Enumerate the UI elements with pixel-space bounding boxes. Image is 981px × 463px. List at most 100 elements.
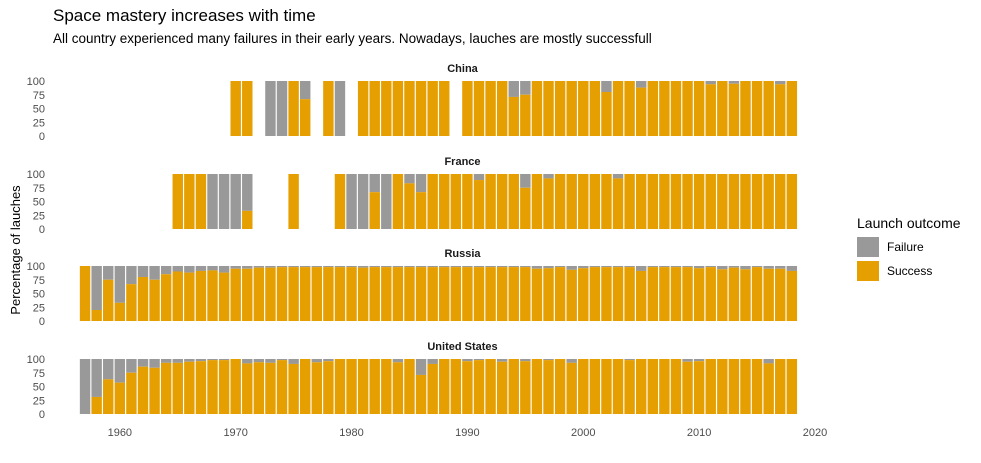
bar-success xyxy=(103,279,114,321)
bar-success xyxy=(682,361,693,414)
y-tick-label: 75 xyxy=(33,183,45,195)
y-tick-label: 100 xyxy=(27,354,45,366)
bar-success xyxy=(624,267,635,321)
bar-success xyxy=(473,360,485,414)
bar-success xyxy=(450,359,462,414)
bar-failure xyxy=(160,359,172,363)
bar-success xyxy=(670,174,682,229)
bar-failure xyxy=(786,266,798,271)
bar-success xyxy=(415,81,427,136)
bar-failure xyxy=(439,266,450,268)
bar-success xyxy=(265,267,276,321)
bar-failure xyxy=(473,359,485,361)
bar-failure xyxy=(520,81,531,95)
bar-success xyxy=(299,359,311,414)
bar-success xyxy=(751,359,763,414)
y-tick-label: 25 xyxy=(33,302,45,314)
bar-success xyxy=(682,81,693,136)
bar-failure xyxy=(462,359,473,362)
bar-success xyxy=(218,272,230,321)
legend-label-failure: Failure xyxy=(887,240,924,254)
bar-success xyxy=(334,267,346,321)
bar-failure xyxy=(91,266,102,310)
bar-success xyxy=(473,180,485,229)
bar-success xyxy=(566,174,577,229)
bar-success xyxy=(624,81,635,136)
bar-success xyxy=(381,81,392,136)
bar-success xyxy=(693,81,705,136)
bar-success xyxy=(740,174,751,229)
bar-success xyxy=(253,267,265,321)
bar-failure xyxy=(276,359,288,361)
bar-success xyxy=(276,360,288,414)
y-tick-label: 0 xyxy=(39,409,45,421)
bar-success xyxy=(531,268,543,321)
bar-success xyxy=(589,81,601,136)
bar-success xyxy=(207,360,218,414)
bar-failure xyxy=(763,359,774,364)
bar-failure xyxy=(415,174,427,193)
bar-failure xyxy=(659,266,670,268)
bar-failure xyxy=(473,174,485,181)
bar-failure xyxy=(207,174,218,229)
bar-failure xyxy=(242,359,253,364)
bar-success xyxy=(195,270,207,321)
x-axis: 1960 1970 1980 1990 2000 2010 2020 xyxy=(108,427,828,439)
bar-failure xyxy=(566,266,577,270)
bar-success xyxy=(160,362,172,414)
bar-failure xyxy=(415,359,427,375)
bar-success xyxy=(717,174,728,229)
y-tick-label: 100 xyxy=(27,76,45,88)
bar-failure xyxy=(705,266,716,268)
bar-failure xyxy=(299,81,311,100)
bar-success xyxy=(635,270,647,321)
bar-failure xyxy=(265,266,276,268)
bar-failure xyxy=(265,359,276,363)
bar-failure xyxy=(79,359,91,414)
bar-failure xyxy=(218,359,230,361)
bar-failure xyxy=(520,174,531,188)
bar-success xyxy=(311,362,323,414)
bar-success xyxy=(404,183,415,229)
bar-failure xyxy=(496,266,508,268)
bar-failure xyxy=(496,359,508,362)
bar-failure xyxy=(612,174,624,179)
y-tick-label: 0 xyxy=(39,316,45,328)
bar-failure xyxy=(172,359,183,363)
y-tick-label: 75 xyxy=(33,275,45,287)
bar-success xyxy=(357,359,369,414)
bar-success xyxy=(566,81,577,136)
y-tick-label: 25 xyxy=(33,395,45,407)
bar-success xyxy=(589,267,601,321)
bar-success xyxy=(276,267,288,321)
bar-success xyxy=(126,372,137,414)
bar-failure xyxy=(693,359,705,362)
bar-success xyxy=(763,81,774,136)
bar-success xyxy=(195,174,207,229)
bar-failure xyxy=(589,266,601,268)
bar-success xyxy=(439,359,450,414)
y-axis-label: Percentage of lauches xyxy=(8,185,23,315)
bar-success xyxy=(137,366,149,414)
y-tick-label: 50 xyxy=(33,289,45,301)
bar-success xyxy=(751,174,763,229)
bar-failure xyxy=(601,266,612,268)
bar-failure xyxy=(149,359,160,368)
bar-success xyxy=(635,87,647,136)
bar-success xyxy=(717,359,728,414)
bar-failure xyxy=(450,266,462,268)
bar-success xyxy=(404,81,415,136)
bar-success xyxy=(369,192,380,229)
x-tick-label: 2000 xyxy=(571,427,595,439)
bar-success xyxy=(230,81,241,136)
bar-failure xyxy=(218,266,230,273)
bar-success xyxy=(265,362,276,414)
bar-success xyxy=(288,81,299,136)
bar-success xyxy=(566,269,577,321)
bar-success xyxy=(786,270,798,321)
bar-failure xyxy=(346,174,357,229)
bar-failure xyxy=(242,266,253,269)
bar-failure xyxy=(137,359,149,367)
